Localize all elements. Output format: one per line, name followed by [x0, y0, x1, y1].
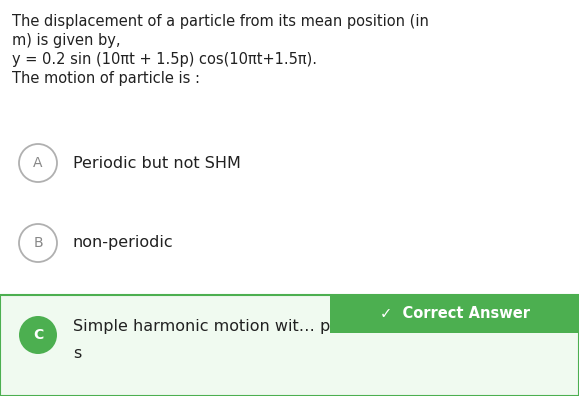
- Text: m) is given by,: m) is given by,: [12, 33, 120, 48]
- FancyBboxPatch shape: [330, 295, 579, 333]
- Text: y = 0.2 sin (10πt + 1.5p) cos(10πt+1.5π).: y = 0.2 sin (10πt + 1.5p) cos(10πt+1.5π)…: [12, 52, 317, 67]
- Circle shape: [19, 144, 57, 182]
- Text: B: B: [33, 236, 43, 250]
- Text: The displacement of a particle from its mean position (in: The displacement of a particle from its …: [12, 14, 429, 29]
- Text: ✓  Correct Answer: ✓ Correct Answer: [379, 307, 530, 322]
- Text: Simple harmonic motion wit… period of: Simple harmonic motion wit… period of: [73, 320, 392, 335]
- Text: A: A: [33, 156, 43, 170]
- Circle shape: [19, 316, 57, 354]
- Text: C: C: [33, 328, 43, 342]
- Circle shape: [19, 224, 57, 262]
- FancyBboxPatch shape: [0, 295, 579, 396]
- Text: Periodic but not SHM: Periodic but not SHM: [73, 156, 241, 171]
- Text: s: s: [73, 345, 81, 360]
- Text: non-periodic: non-periodic: [73, 236, 174, 251]
- Text: The motion of particle is :: The motion of particle is :: [12, 71, 200, 86]
